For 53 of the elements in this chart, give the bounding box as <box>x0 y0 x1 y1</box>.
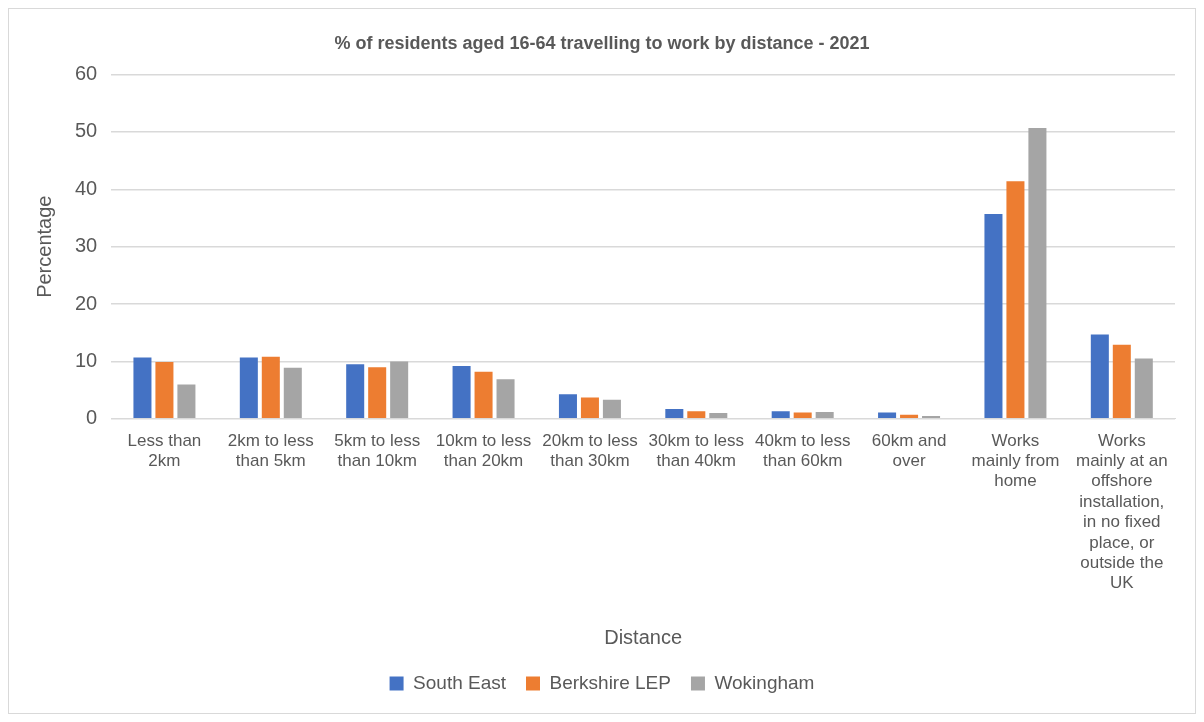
legend-label: Berkshire LEP <box>549 671 671 693</box>
x-tick-label: 30km to less than 40km <box>648 430 745 471</box>
bar <box>602 399 621 419</box>
y-tick-label: 30 <box>75 234 98 257</box>
x-tick-label: 60km and over <box>871 430 947 471</box>
x-tick-label: 5km to less than 10km <box>334 430 421 471</box>
bar <box>771 411 790 419</box>
bar <box>984 214 1003 419</box>
y-tick-label: 20 <box>75 291 98 314</box>
bar <box>368 367 387 419</box>
bar <box>283 367 302 419</box>
bar <box>687 411 706 419</box>
bar <box>1090 334 1109 419</box>
bar <box>878 412 897 419</box>
bar <box>1006 181 1025 419</box>
legend-label: Wokingham <box>714 671 815 693</box>
bar <box>177 384 196 419</box>
bar <box>900 414 919 419</box>
bar <box>239 357 258 419</box>
y-tick-label: 60 <box>75 62 98 85</box>
y-tick-label: 50 <box>75 119 98 142</box>
x-tick-label: 40km to less than 60km <box>754 430 851 471</box>
x-tick-label: Works mainly from home <box>971 430 1060 491</box>
bar <box>558 394 577 419</box>
y-axis-title: Percentage <box>32 195 55 298</box>
y-tick-label: 40 <box>75 176 98 199</box>
bar <box>793 412 812 419</box>
x-tick-label: Works mainly at an offshore installation, in no fixed place, or outside the UK <box>1075 430 1168 593</box>
bar <box>474 371 493 419</box>
x-tick-label: Less than 2km <box>127 430 202 471</box>
bar <box>1112 344 1131 419</box>
legend-label: South East <box>413 671 507 693</box>
bar <box>709 413 728 419</box>
bar <box>1028 127 1047 419</box>
y-tick-label: 0 <box>86 406 98 429</box>
chart-title: % of residents aged 16-64 travelling to work by distance - 2021 <box>334 32 870 53</box>
x-tick-label: 20km to less than 30km <box>542 430 638 471</box>
x-tick-label: 2km to less than 5km <box>227 430 314 471</box>
x-tick-label: 10km to less than 20km <box>435 430 532 471</box>
x-axis-title: Distance <box>604 625 683 648</box>
bar <box>452 366 471 419</box>
bar <box>261 356 280 419</box>
y-tick-label: 10 <box>75 348 98 371</box>
bar <box>580 397 599 419</box>
bar <box>815 411 834 419</box>
bar <box>346 364 365 419</box>
bar <box>665 409 684 419</box>
bar <box>1134 358 1153 419</box>
bar <box>390 361 409 419</box>
bar <box>922 415 941 419</box>
bar <box>155 362 174 419</box>
bar <box>496 379 515 419</box>
bar <box>133 357 152 419</box>
